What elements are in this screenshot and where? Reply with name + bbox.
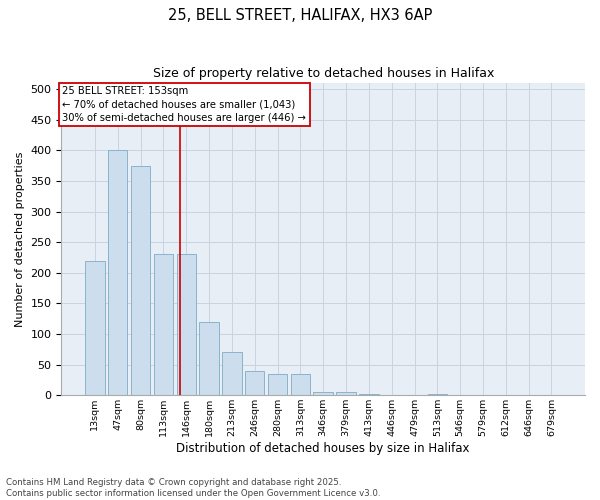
Title: Size of property relative to detached houses in Halifax: Size of property relative to detached ho… — [152, 68, 494, 80]
Bar — [359, 394, 379, 395]
Bar — [245, 370, 265, 395]
Bar — [519, 394, 538, 395]
X-axis label: Distribution of detached houses by size in Halifax: Distribution of detached houses by size … — [176, 442, 470, 455]
Y-axis label: Number of detached properties: Number of detached properties — [15, 152, 25, 327]
Bar — [85, 260, 104, 395]
Bar — [337, 392, 356, 395]
Bar — [199, 322, 219, 395]
Bar — [108, 150, 127, 395]
Bar — [222, 352, 242, 395]
Bar — [451, 394, 470, 395]
Text: 25, BELL STREET, HALIFAX, HX3 6AP: 25, BELL STREET, HALIFAX, HX3 6AP — [168, 8, 432, 22]
Bar — [176, 254, 196, 395]
Text: Contains HM Land Registry data © Crown copyright and database right 2025.
Contai: Contains HM Land Registry data © Crown c… — [6, 478, 380, 498]
Text: 25 BELL STREET: 153sqm
← 70% of detached houses are smaller (1,043)
30% of semi-: 25 BELL STREET: 153sqm ← 70% of detached… — [62, 86, 307, 122]
Bar — [313, 392, 333, 395]
Bar — [154, 254, 173, 395]
Bar — [428, 394, 447, 395]
Bar — [131, 166, 150, 395]
Bar — [268, 374, 287, 395]
Bar — [382, 394, 401, 395]
Bar — [290, 374, 310, 395]
